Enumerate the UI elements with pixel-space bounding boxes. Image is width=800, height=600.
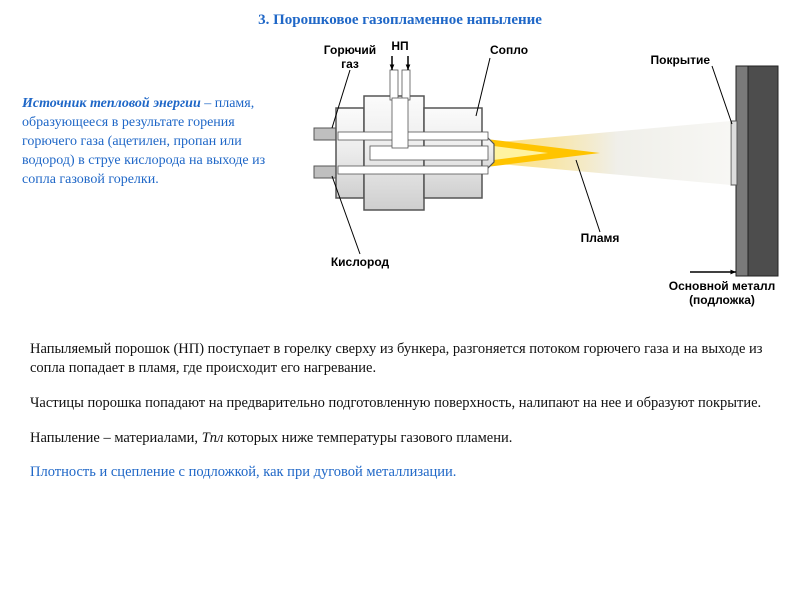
svg-text:Горючийгаз: Горючийгаз — [324, 43, 376, 71]
svg-text:Кислород: Кислород — [331, 255, 390, 269]
heat-source-heading: Источник тепловой энергии — [22, 96, 201, 111]
paragraph-4: Плотность и сцепление с подложкой, как п… — [30, 463, 770, 482]
svg-text:Пламя: Пламя — [581, 231, 620, 245]
heat-source-text: Источник тепловой энергии – пламя, образ… — [22, 95, 272, 189]
svg-text:НП: НП — [391, 39, 408, 53]
svg-text:Основной металл(подложка): Основной металл(подложка) — [669, 279, 775, 307]
paragraph-2: Частицы порошка попадают на предваритель… — [30, 394, 770, 413]
svg-text:Сопло: Сопло — [490, 43, 528, 57]
spray-diagram: Горючийгаз НП Сопло Покрытие Пламя Кислород Ос… — [280, 36, 790, 316]
slide-title: 3. Порошковое газопламенное напыление — [0, 12, 800, 29]
body-text: Напыляемый порошок (НП) поступает в горе… — [30, 340, 770, 498]
svg-text:Покрытие: Покрытие — [651, 53, 711, 67]
p3-ital: Tпл — [202, 430, 224, 446]
p3-suffix: которых ниже температуры газового пламен… — [223, 430, 512, 446]
paragraph-3: Напыление – материалами, Tпл которых ниж… — [30, 429, 770, 448]
p3-prefix: Напыление – материалами, — [30, 430, 202, 446]
paragraph-1: Напыляемый порошок (НП) поступает в горе… — [30, 340, 770, 378]
